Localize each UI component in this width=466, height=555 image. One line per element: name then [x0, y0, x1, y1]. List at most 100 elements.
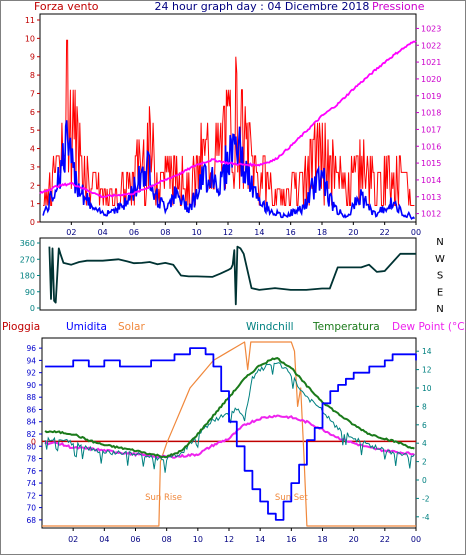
y-left-tick-label: 80 [26, 442, 36, 451]
y-right-tick-label: 1018 [421, 109, 441, 118]
y-right-tick-label: 0 [422, 476, 427, 485]
x-tick-label: 00 [411, 228, 421, 237]
solar-series [42, 341, 416, 527]
y-right-tick-label: 2 [422, 458, 427, 467]
pressure-series [39, 40, 417, 199]
y-left-tick-label: 2 [30, 181, 35, 190]
y-right-tick-label: 1014 [421, 176, 441, 185]
y-left-tick-label: 74 [26, 479, 36, 488]
y-left-tick-label: 7 [30, 89, 35, 98]
y-right-tick-label: 1020 [421, 75, 441, 84]
y-right-tick-label: 14 [422, 347, 432, 356]
legend-item: Dew Point (°C) [392, 321, 466, 333]
plot-area [39, 13, 417, 223]
y-left-tick-label: 10 [25, 34, 35, 43]
legend-item: Windchill [246, 321, 294, 333]
x-tick-label: 16 [286, 535, 296, 544]
x-tick-label: 14 [255, 535, 265, 544]
y-left-tick-label: 78 [26, 455, 36, 464]
y-left-tick-label: 72 [26, 491, 36, 500]
y-right-tick-label: 6 [422, 421, 427, 430]
y-left-tick-label: 84 [26, 418, 36, 427]
wind-direction-series [48, 245, 416, 306]
x-tick-label: 04 [98, 228, 108, 237]
y-left-tick-label: 3 [30, 163, 35, 172]
y-right-tick-label: -2 [422, 494, 430, 503]
legend-item: Solar [118, 321, 145, 333]
y-right-tick-label: 1019 [421, 92, 441, 101]
y-left-tick-label: 6 [30, 108, 35, 117]
x-tick-label: 14 [254, 228, 264, 237]
y-left-tick-label: 4 [30, 145, 35, 154]
compass-label: W [435, 254, 445, 265]
compass-label: E [437, 287, 443, 298]
x-tick-label: 18 [317, 535, 327, 544]
x-tick-label: 10 [192, 228, 202, 237]
x-tick-label: 22 [380, 535, 390, 544]
rain-zero-label: 0 [31, 437, 36, 446]
y-right-tick-label: 1023 [421, 24, 441, 33]
dewpoint-series [44, 414, 415, 459]
y-tick-label: 0 [30, 304, 35, 313]
x-tick-label: 16 [286, 228, 296, 237]
y-tick-label: 270 [20, 255, 35, 264]
y-left-tick-label: 90 [26, 381, 36, 390]
x-tick-label: 02 [66, 228, 76, 237]
y-left-tick-label: 82 [26, 430, 36, 439]
plot-area [39, 237, 417, 311]
x-tick-label: 02 [68, 535, 78, 544]
y-right-tick-label: 1015 [421, 159, 441, 168]
y-right-tick-label: 1022 [421, 41, 441, 50]
y-right-tick-label: -4 [422, 513, 430, 522]
graph-title: 24 hour graph day : 04 Dicembre 2018 [155, 0, 370, 13]
plot-area [41, 337, 417, 529]
x-tick-label: 08 [160, 228, 170, 237]
y-tick-label: 90 [25, 288, 35, 297]
y-left-tick-label: 92 [26, 369, 36, 378]
compass-label: S [437, 271, 443, 282]
x-tick-label: 12 [224, 535, 234, 544]
y-right-tick-label: 1021 [421, 58, 441, 67]
y-right-tick-label: 1013 [421, 193, 441, 202]
y-right-tick-label: 1016 [421, 142, 441, 151]
x-tick-label: 20 [349, 535, 359, 544]
y-tick-label: 180 [20, 272, 35, 281]
wind-pressure-panel: 0123456789101110121013101410151016101710… [25, 13, 441, 237]
legend-item: Umidita [66, 321, 107, 333]
y-right-tick-label: 1017 [421, 125, 441, 134]
temperature-humidity-panel: Pioggia Umidita Solar Windchill Temperatura D… [2, 321, 466, 544]
y-left-tick-label: 94 [26, 356, 36, 365]
y-left-tick-label: 68 [26, 516, 36, 525]
x-tick-label: 22 [380, 228, 390, 237]
x-tick-label: 00 [411, 535, 421, 544]
y-left-tick-label: 0 [30, 218, 35, 227]
legend-item: Temperatura [312, 321, 380, 333]
x-tick-label: 20 [348, 228, 358, 237]
humidity-series [45, 347, 417, 521]
x-tick-label: 06 [130, 535, 140, 544]
legend-item: Pioggia [2, 321, 40, 333]
x-tick-label: 06 [129, 228, 139, 237]
y-left-tick-label: 1 [30, 200, 35, 209]
y-left-tick-label: 9 [30, 53, 35, 62]
sunrise-annotation: Sun Rise [145, 493, 182, 503]
y-left-tick-label: 86 [26, 405, 36, 414]
wind-force-label: Forza vento [34, 0, 99, 13]
y-left-tick-label: 5 [30, 126, 35, 135]
y-left-tick-label: 88 [26, 393, 36, 402]
y-right-tick-label: 10 [422, 384, 432, 393]
compass-label: N [436, 237, 443, 248]
x-tick-label: 10 [193, 535, 203, 544]
y-left-tick-label: 70 [26, 504, 36, 513]
y-left-tick-label: 96 [26, 344, 36, 353]
wind-avg-series [42, 120, 416, 220]
y-left-tick-label: 11 [25, 16, 35, 25]
y-right-tick-label: 4 [422, 439, 427, 448]
pressure-label: Pressione [372, 0, 425, 13]
y-left-tick-label: 76 [26, 467, 36, 476]
x-tick-label: 04 [99, 535, 109, 544]
x-tick-label: 08 [162, 535, 172, 544]
